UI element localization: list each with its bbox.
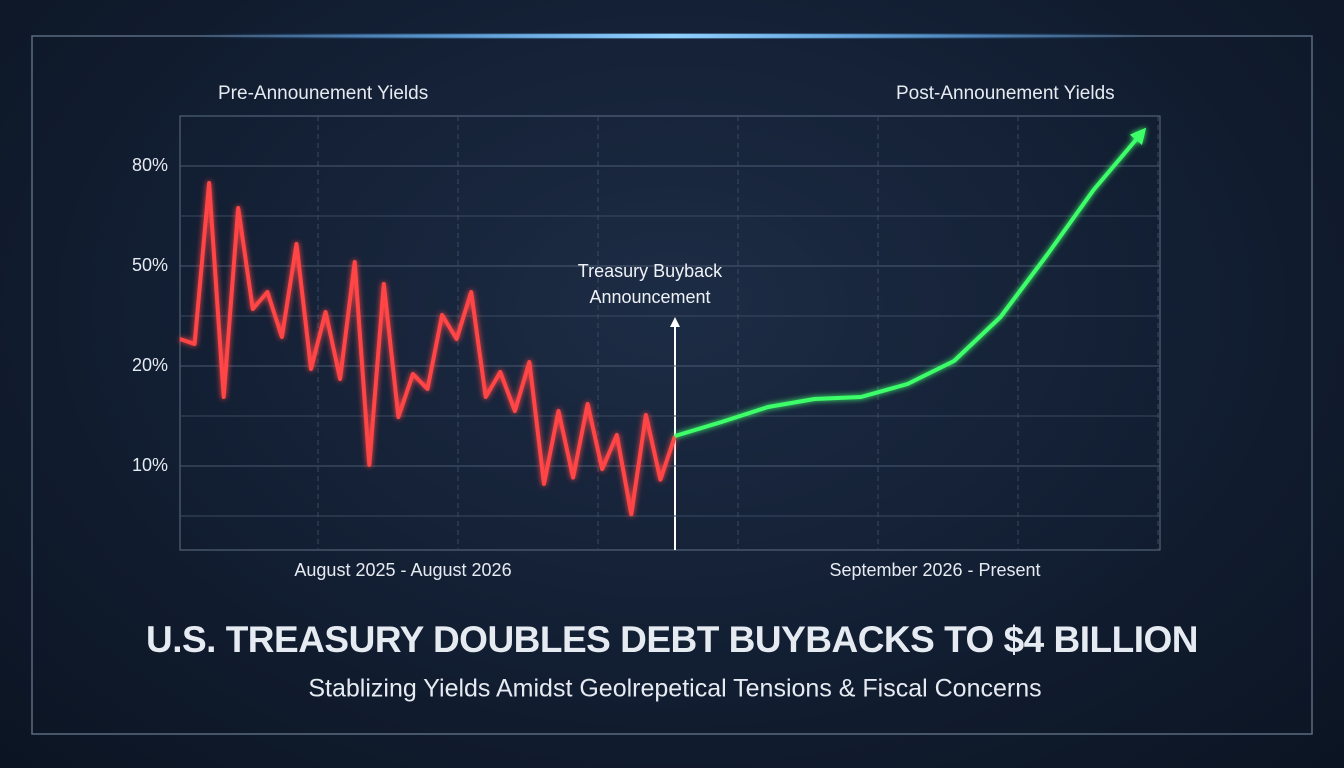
top-glow bbox=[200, 34, 1144, 38]
legend-label: Post-Announement Yields bbox=[896, 83, 1115, 104]
chart-title: U.S. TREASURY DOUBLES DEBT BUYBACKS TO $… bbox=[146, 619, 1198, 660]
plot-frame bbox=[179, 115, 1161, 551]
y-tick-label: 10% bbox=[132, 455, 168, 475]
y-tick-label: 20% bbox=[132, 355, 168, 375]
y-tick-label: 80% bbox=[132, 155, 168, 175]
annotation: Treasury Buyback Announcement bbox=[577, 261, 723, 307]
series-line bbox=[674, 127, 1147, 438]
series-line bbox=[179, 181, 677, 517]
chart-subtitle: Stablizing Yields Amidst Geolrepetical T… bbox=[308, 675, 1041, 703]
x-period-label: August 2025 - August 2026 bbox=[294, 560, 511, 580]
x-period-label: September 2026 - Present bbox=[829, 560, 1040, 580]
legend-label: Pre-Announement Yields bbox=[218, 83, 428, 104]
y-tick-label: 50% bbox=[132, 255, 168, 275]
